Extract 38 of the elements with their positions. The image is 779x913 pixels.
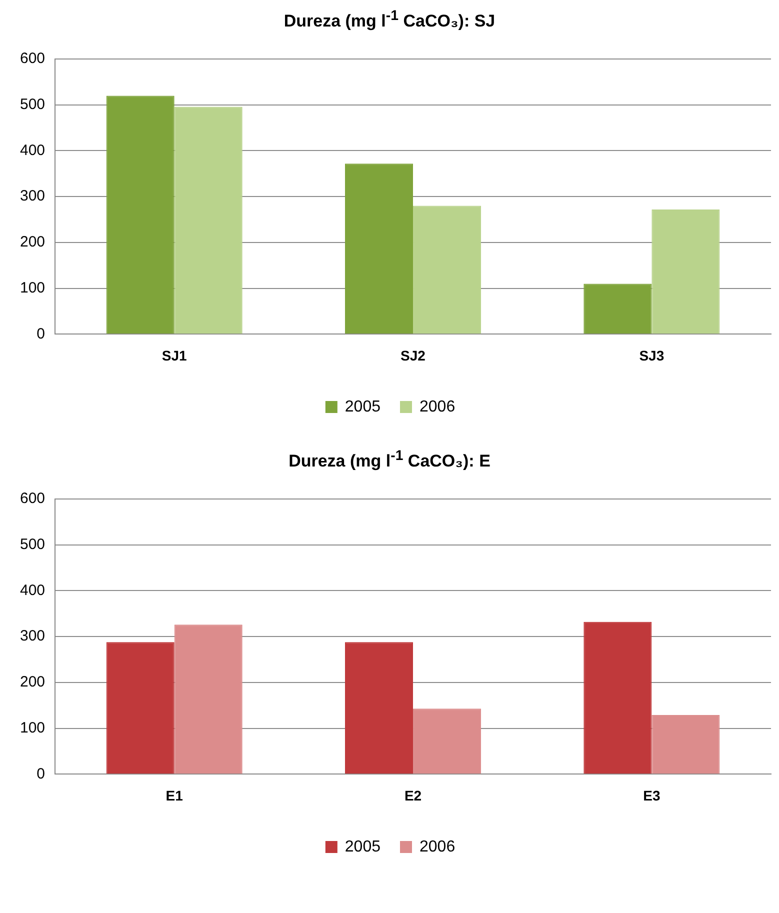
x-tick-label: E2 [404, 787, 422, 804]
legend-label: 2006 [420, 838, 456, 856]
y-tick-label: 300 [20, 188, 46, 205]
bar [174, 106, 242, 334]
y-tick-label: 200 [20, 674, 46, 691]
y-tick-label: 100 [20, 279, 46, 296]
bar [584, 284, 652, 334]
bar [174, 624, 242, 774]
y-tick-label: 300 [20, 628, 46, 645]
y-tick-label: 200 [20, 234, 46, 251]
x-tick-label: SJ2 [400, 347, 426, 364]
x-tick-label: SJ1 [162, 347, 188, 364]
y-tick-label: 500 [20, 536, 46, 554]
x-tick-label: E1 [166, 787, 184, 804]
y-tick-label: 400 [20, 142, 46, 159]
legend-label: 2005 [344, 398, 381, 416]
chart-title: Dureza (mg l$^{-1}$ CaCO₃): SJ [282, 8, 496, 32]
bar [413, 206, 482, 334]
x-tick-label: E3 [643, 787, 660, 804]
y-tick-label: 600 [20, 490, 46, 508]
bar [344, 164, 414, 334]
y-tick-label: 400 [20, 582, 46, 599]
legend-label: 2005 [344, 838, 381, 856]
bar [584, 622, 652, 774]
x-tick-label: SJ3 [639, 347, 664, 364]
bar [106, 642, 174, 774]
y-tick-label: 100 [20, 719, 46, 736]
y-tick-label: 0 [36, 325, 46, 342]
bar [344, 642, 414, 774]
bar [106, 96, 174, 334]
bar [652, 715, 720, 774]
legend-label: 2006 [420, 398, 456, 416]
bar [652, 209, 720, 334]
y-tick-label: 500 [20, 96, 46, 114]
y-tick-label: 600 [20, 50, 46, 68]
bar [413, 708, 482, 774]
y-tick-label: 0 [36, 765, 46, 782]
chart-title: Dureza (mg l$^{-1}$ CaCO₃): E [288, 448, 492, 472]
